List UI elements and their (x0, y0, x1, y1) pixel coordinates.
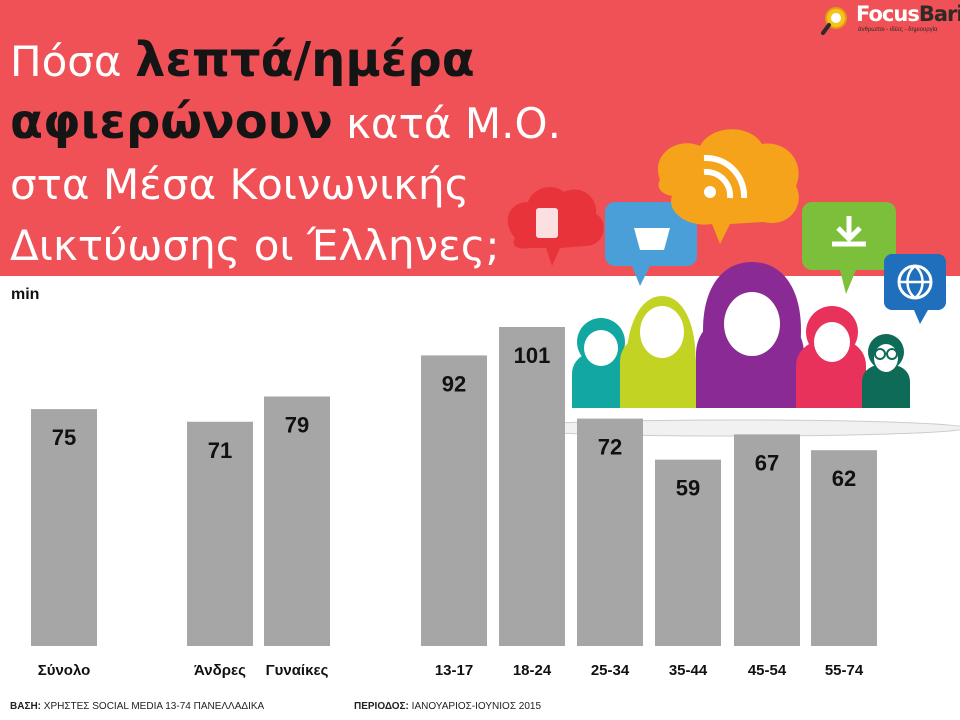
bar-value-label: 101 (514, 343, 551, 368)
category-label: 55-74 (825, 662, 864, 679)
unit-label: min (11, 286, 40, 303)
bar-σύνολο (31, 409, 97, 646)
bar-55-74 (811, 450, 877, 646)
logo-tagline: άνθρωποι - ιδέες - δημιουργία (858, 27, 938, 33)
bar-άνδρες (187, 421, 253, 646)
bar-value-label: 92 (442, 371, 466, 396)
basket-bubble-icon (605, 202, 697, 286)
bar-value-label: 75 (52, 425, 76, 450)
bar-γυναίκες (264, 396, 330, 646)
category-label: Άνδρες (194, 662, 246, 679)
person-pink (796, 306, 866, 408)
person-purple (696, 262, 804, 408)
category-label: 35-44 (669, 662, 708, 679)
page-title: Πόσα λεπτά/ημέρα αφιερώνουν κατά Μ.Ο. στ… (10, 30, 561, 276)
bar-25-34 (577, 418, 643, 646)
magnifier-icon (821, 7, 847, 35)
title-line-3: στα Μέσα Κοινωνικής (10, 160, 470, 209)
title-line-4: Δικτύωσης οι Έλληνες; (10, 221, 500, 270)
download-bubble-icon (802, 202, 896, 294)
base-note: ΒΑΣΗ: ΧΡΗΣΤΕΣ SOCIAL MEDIA 13-74 ΠΑΝΕΛΛΑ… (10, 701, 265, 712)
speech-bubbles (507, 129, 946, 324)
category-label: 13-17 (435, 662, 473, 679)
category-label: Γυναίκες (266, 662, 329, 679)
focusbari-logo: FocusBari άνθρωποι - ιδέες - δημιουργία (818, 2, 960, 38)
bar-value-label: 59 (676, 476, 700, 501)
bar-value-label: 79 (285, 412, 309, 437)
category-label: Σύνολο (38, 662, 91, 679)
bar-value-label: 71 (208, 438, 232, 463)
title-line-2: αφιερώνουν κατά Μ.Ο. (10, 94, 561, 150)
period-note: ΠΕΡΙΟΔΟΣ: ΙΑΝΟΥΑΡΙΟΣ-ΙΟΥΝΙΟΣ 2015 (354, 701, 542, 712)
logo-wordmark: FocusBari (856, 2, 960, 26)
header-banner (0, 0, 960, 276)
globe-bubble-icon (884, 254, 946, 324)
footer-note: ΒΑΣΗ: ΧΡΗΣΤΕΣ SOCIAL MEDIA 13-74 ΠΑΝΕΛΛΑ… (10, 701, 541, 712)
bar-13-17 (421, 355, 487, 646)
people-silhouettes (572, 262, 910, 408)
category-label: 18-24 (513, 662, 552, 679)
rss-bubble-icon (657, 129, 799, 244)
video-bubble-icon (507, 187, 604, 266)
bar-35-44 (655, 459, 721, 646)
bar-value-label: 72 (598, 435, 622, 460)
category-label: 45-54 (748, 662, 787, 679)
person-lime (620, 296, 696, 408)
category-label: 25-34 (591, 662, 630, 679)
bar-18-24 (499, 327, 565, 646)
bar-value-label: 62 (832, 466, 856, 491)
person-green-glasses (862, 334, 910, 408)
title-line-1: Πόσα λεπτά/ημέρα (10, 32, 475, 88)
person-teal (572, 318, 630, 408)
bar-value-label: 67 (755, 450, 779, 475)
bar-45-54 (734, 434, 800, 646)
